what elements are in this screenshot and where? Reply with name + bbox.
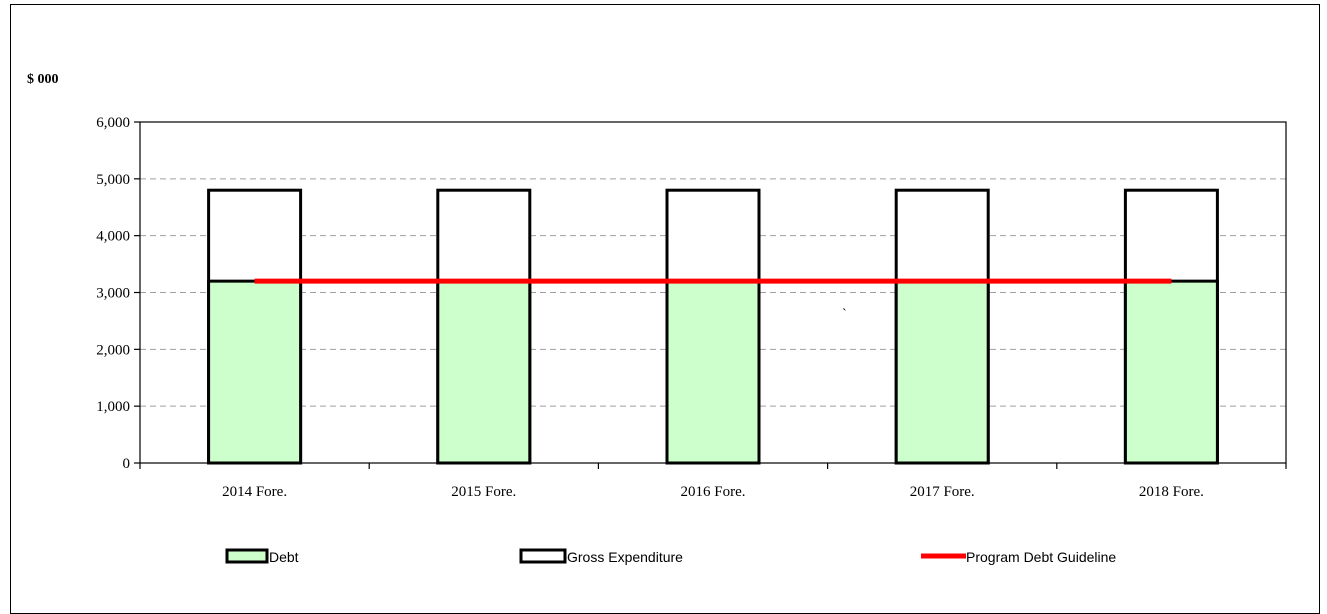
bar-debt <box>207 279 303 465</box>
y-axis-unit-label: $ 000 <box>27 72 59 87</box>
bar-debt <box>1123 279 1219 465</box>
y-tick-label: 5,000 <box>96 172 130 188</box>
y-tick-label: 4,000 <box>96 229 130 245</box>
y-tick-label: 2,000 <box>96 342 130 358</box>
x-tick-label: 2016 Fore. <box>681 484 746 500</box>
x-tick-label: 2018 Fore. <box>1139 484 1204 500</box>
y-tick-label: 0 <box>123 456 131 472</box>
bar-debt <box>894 279 990 465</box>
y-tick-label: 6,000 <box>96 115 130 131</box>
legend-swatch-debt <box>225 548 269 564</box>
x-tick-label: 2015 Fore. <box>451 484 516 500</box>
bar-debt <box>665 279 761 465</box>
annotation-mark: ` <box>842 307 847 322</box>
legend-swatch-gross-expenditure <box>519 548 567 564</box>
legend-label-debt: Debt <box>269 549 299 565</box>
legend-label-gross-expenditure: Gross Expenditure <box>567 549 683 565</box>
x-tick-label: 2014 Fore. <box>222 484 287 500</box>
legend-label-program-debt-guideline: Program Debt Guideline <box>966 549 1116 565</box>
x-tick-label: 2017 Fore. <box>910 484 975 500</box>
bar-debt <box>436 279 532 465</box>
y-tick-label: 1,000 <box>96 399 130 415</box>
y-tick-label: 3,000 <box>96 286 130 302</box>
